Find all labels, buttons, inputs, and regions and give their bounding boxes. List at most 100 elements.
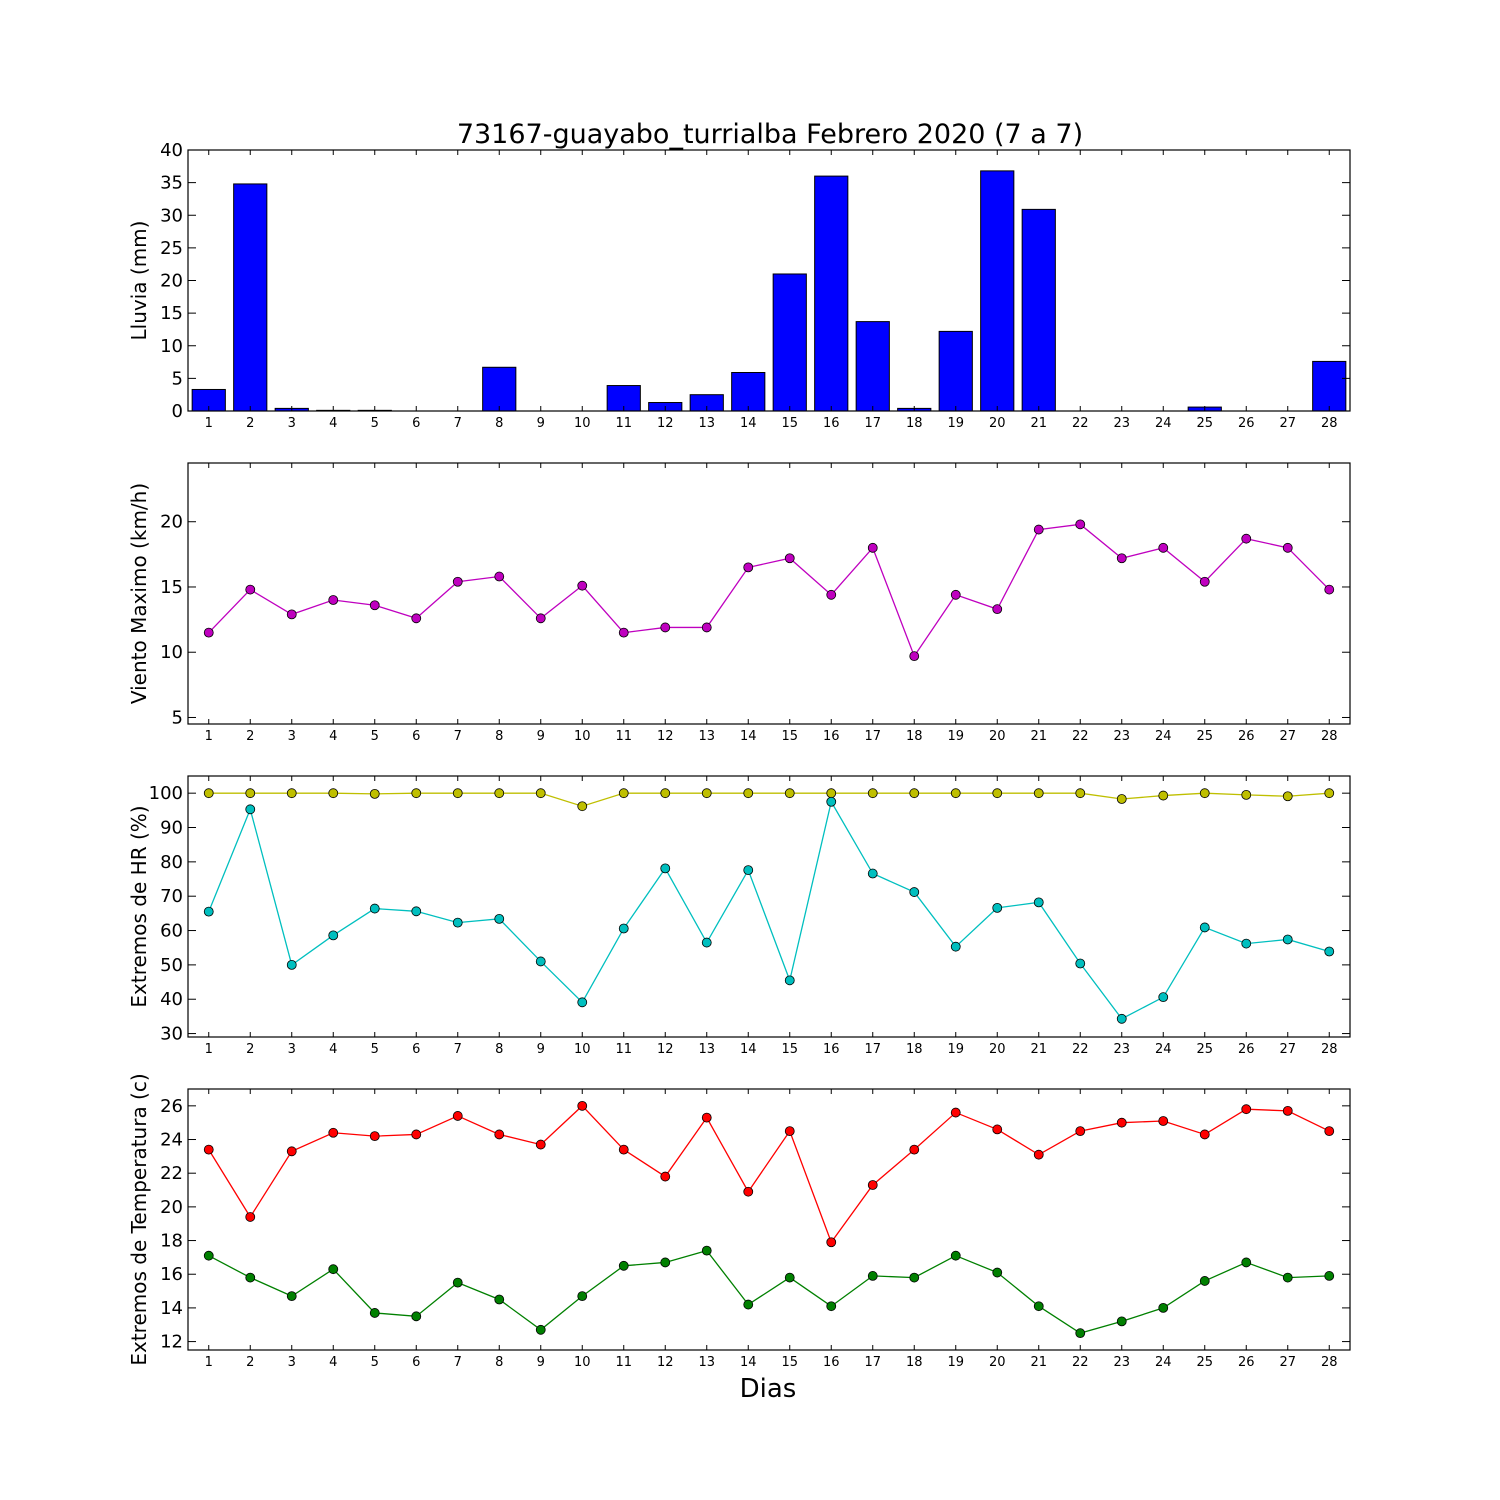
- x-tick-label: 21: [1030, 729, 1047, 744]
- humidity-series-2-point-9: [535, 956, 546, 967]
- humidity-series-1-point-7: [452, 788, 463, 799]
- humidity-series-1-point-16: [826, 788, 837, 799]
- x-tick-label: 10: [574, 729, 591, 744]
- chart-title: 73167-guayabo_turrialba Febrero 2020 (7 …: [457, 119, 1083, 150]
- wind-series-1-point-6: [411, 613, 422, 624]
- temperature-series-2-point-15: [784, 1272, 795, 1283]
- y-tick-label: 0: [172, 401, 183, 422]
- x-tick-label: 18: [906, 416, 923, 431]
- x-tick-label: 24: [1155, 1355, 1172, 1370]
- wind-series-1-point-8: [494, 571, 505, 582]
- temperature-series-2-point-23: [1116, 1316, 1127, 1327]
- x-tick-label: 28: [1321, 1042, 1338, 1057]
- temperature-series-2-point-9: [535, 1324, 546, 1335]
- x-tick-label: 6: [412, 729, 420, 744]
- humidity-series-2-point-22: [1075, 958, 1086, 969]
- wind-series-1-point-12: [660, 622, 671, 633]
- x-tick-label: 18: [906, 1042, 923, 1057]
- x-tick-label: 26: [1238, 729, 1255, 744]
- x-tick-label: 26: [1238, 1042, 1255, 1057]
- temperature-series-1-point-11: [618, 1144, 629, 1155]
- humidity-series-2-point-10: [577, 997, 588, 1008]
- x-tick-label: 26: [1238, 1355, 1255, 1370]
- humidity-series-1-point-5: [369, 788, 380, 799]
- y-tick-label: 22: [160, 1163, 183, 1184]
- humidity-series-1-point-6: [411, 788, 422, 799]
- bar-day-2: [233, 183, 268, 412]
- humidity-series-2-point-20: [992, 902, 1003, 913]
- temperature-series-1-point-3: [286, 1146, 297, 1157]
- humidity-series-2-point-17: [867, 868, 878, 879]
- x-tick-label: 19: [947, 729, 964, 744]
- humidity-series-2-point-16: [826, 796, 837, 807]
- x-tick-label: 15: [781, 1042, 798, 1057]
- temperature-series-2-point-25: [1199, 1276, 1210, 1286]
- wind-y-axis-label: Viento Maximo (km/h): [127, 483, 151, 704]
- x-tick-label: 6: [412, 416, 420, 431]
- wind-series-1-point-26: [1241, 533, 1252, 544]
- temperature-series-2-line: [208, 1249, 1330, 1334]
- temperature-series-1-point-15: [784, 1126, 795, 1136]
- y-tick-label: 14: [160, 1298, 183, 1319]
- x-tick-label: 16: [823, 1042, 840, 1057]
- wind-series-1-point-28: [1324, 584, 1335, 595]
- y-tick-label: 70: [160, 886, 183, 907]
- y-tick-label: 25: [160, 238, 183, 259]
- x-tick-label: 15: [781, 416, 798, 431]
- humidity-series-2-point-19: [950, 941, 961, 952]
- x-tick-label: 25: [1196, 1355, 1213, 1370]
- y-tick-label: 20: [160, 1197, 183, 1218]
- humidity-series-1-point-21: [1033, 788, 1044, 799]
- y-tick-label: 24: [160, 1130, 183, 1151]
- bar-day-14: [731, 372, 766, 412]
- humidity-series-2-point-24: [1158, 992, 1169, 1003]
- bar-day-16: [814, 175, 849, 412]
- humidity-panel: 1 2 3 4 5 6 7 8 9 10 11 12 13 14 15 16 17 18 19 20 21 22 23 24 2…: [127, 775, 1351, 1057]
- x-tick-label: 19: [947, 1042, 964, 1057]
- x-tick-label: 4: [329, 416, 337, 431]
- y-tick-label: 30: [160, 205, 183, 226]
- temperature-series-1-point-21: [1033, 1149, 1044, 1160]
- temperature-series-2-point-5: [369, 1308, 380, 1318]
- x-tick-label: 7: [454, 1355, 462, 1370]
- temperature-series-1-point-9: [535, 1139, 546, 1150]
- x-tick-label: 22: [1072, 1355, 1089, 1370]
- x-tick-label: 25: [1196, 1042, 1213, 1057]
- humidity-series-1-point-8: [494, 788, 505, 799]
- temperature-series-2-point-20: [992, 1267, 1003, 1278]
- humidity-series-2-point-3: [286, 959, 297, 970]
- temperature-series-1-line: [208, 1104, 1330, 1244]
- humidity-series-2-point-5: [369, 903, 380, 914]
- y-tick-label: 40: [160, 140, 183, 161]
- temperature-series-1-point-14: [743, 1186, 754, 1197]
- panels: 1 2 3 4 5 6 7 8 9 10 11 12 13 14 15 16 17 18 19 20 21 22 23 24 2…: [127, 140, 1351, 1370]
- y-tick-label: 50: [160, 955, 183, 976]
- humidity-series-2-line: [208, 800, 1330, 1020]
- temperature-series-2-point-2: [245, 1272, 256, 1283]
- temperature-series-1-point-8: [494, 1129, 505, 1140]
- x-tick-label: 11: [615, 729, 632, 744]
- humidity-series-1-point-23: [1116, 794, 1127, 804]
- x-tick-label: 11: [615, 416, 632, 431]
- y-tick-label: 30: [160, 1024, 183, 1045]
- temperature-series-2-point-13: [701, 1245, 712, 1256]
- x-tick-label: 9: [537, 416, 545, 431]
- humidity-series-1-point-1: [203, 788, 214, 799]
- humidity-series-2-point-7: [452, 917, 463, 928]
- temperature-series-2-point-11: [618, 1260, 629, 1271]
- temperature-series-2-point-10: [577, 1291, 588, 1302]
- temperature-series-2-point-4: [328, 1264, 339, 1275]
- x-tick-label: 26: [1238, 416, 1255, 431]
- y-tick-label: 90: [160, 818, 183, 839]
- temperature-series-1-point-18: [909, 1144, 920, 1155]
- humidity-series-1-point-12: [660, 788, 671, 799]
- temperature-series-2-point-22: [1075, 1328, 1086, 1339]
- temperature-series-1-point-27: [1282, 1105, 1293, 1116]
- humidity-series-1-point-9: [535, 788, 546, 799]
- temperature-series-1-point-28: [1324, 1126, 1335, 1136]
- x-tick-label: 19: [947, 416, 964, 431]
- wind-series-1-point-5: [369, 600, 380, 611]
- x-axis-label: Dias: [740, 1374, 797, 1404]
- temperature-series-2-point-28: [1324, 1271, 1335, 1281]
